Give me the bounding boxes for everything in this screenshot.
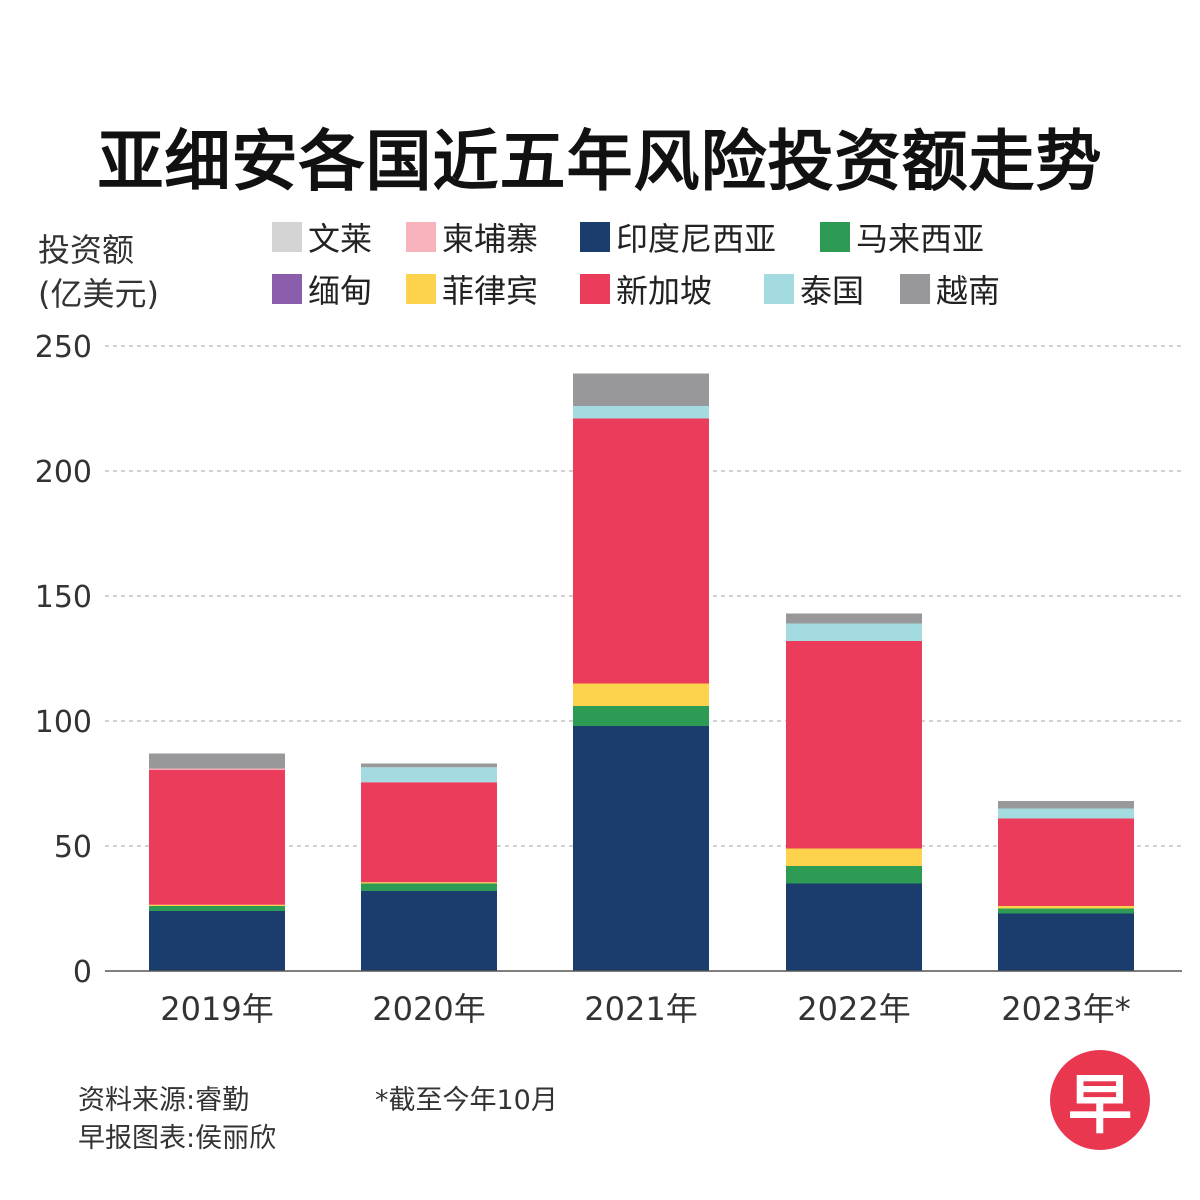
bar-segment — [786, 866, 922, 884]
x-category-label: 2020年 — [372, 990, 485, 1028]
bar-segment — [149, 768, 285, 770]
legend-label: 印度尼西亚 — [616, 220, 777, 258]
legend-item: 柬埔寨 — [406, 214, 538, 260]
legend-swatch — [272, 222, 302, 252]
legend-item: 马来西亚 — [820, 214, 984, 260]
bar-segment — [361, 782, 497, 883]
legend-item: 缅甸 — [272, 266, 372, 312]
legend-item: 新加坡 — [580, 266, 712, 312]
bar-segment — [786, 848, 922, 866]
bar-segment — [361, 763, 497, 768]
y-axis-label-line2: (亿美元) — [38, 275, 159, 313]
legend-item: 越南 — [900, 266, 1000, 312]
stacked-bar-chart: 0 50 100 150 200 250 2019年 2020年 2021年 2022年 2023年… — [35, 330, 1182, 1028]
bar-segment — [361, 883, 497, 891]
legend-label: 新加坡 — [616, 272, 713, 310]
legend-label: 马来西亚 — [856, 220, 985, 258]
y-tick-label: 50 — [54, 830, 92, 865]
footer-credits: 资料来源:睿勤 早报图表:侯丽欣 — [78, 1082, 276, 1158]
bar-segment — [998, 808, 1134, 819]
footnote: *截至今年10月 — [375, 1085, 558, 1116]
bar-segment — [998, 906, 1134, 909]
bar-segment — [573, 706, 709, 726]
legend-label: 菲律宾 — [442, 272, 539, 310]
legend-swatch — [820, 222, 850, 252]
bar-segment — [786, 623, 922, 641]
bar-segment — [149, 906, 285, 911]
bar-segment — [573, 683, 709, 706]
legend-label: 泰国 — [800, 272, 865, 310]
y-axis-label-line1: 投资额 — [38, 231, 135, 269]
bar-segment — [149, 769, 285, 905]
legend-swatch — [900, 274, 930, 304]
legend-swatch — [764, 274, 794, 304]
bar-segment — [998, 818, 1134, 906]
legend-item: 菲律宾 — [406, 266, 538, 312]
bar-segment — [998, 913, 1134, 971]
bar-segment — [998, 801, 1134, 809]
zaobao-logo: 早 — [1050, 1050, 1150, 1150]
legend-label: 文莱 — [308, 220, 373, 258]
legend-swatch — [272, 274, 302, 304]
bar-segment — [786, 641, 922, 849]
bar-segment — [573, 418, 709, 684]
bar-segment — [361, 882, 497, 884]
bar-segment — [573, 406, 709, 419]
bar-segment — [149, 753, 285, 769]
legend-label: 越南 — [936, 272, 1001, 310]
y-tick-label: 250 — [35, 330, 92, 365]
bar-segment — [573, 373, 709, 406]
bar-segment — [786, 613, 922, 624]
credit-text: 早报图表:侯丽欣 — [78, 1123, 277, 1154]
y-axis-unit: 投资额 (亿美元) — [38, 228, 159, 316]
chart-title: 亚细安各国近五年风险投资额走势 — [97, 123, 1103, 200]
y-tick-label: 150 — [35, 580, 92, 615]
legend-swatch — [406, 274, 436, 304]
legend-label: 缅甸 — [308, 272, 373, 310]
y-tick-label: 200 — [35, 455, 92, 490]
x-category-label: 2021年 — [584, 990, 697, 1028]
legend-swatch — [580, 274, 610, 304]
x-category-label: 2022年 — [797, 990, 910, 1028]
bar-segment — [998, 908, 1134, 914]
legend-item: 印度尼西亚 — [580, 214, 776, 260]
legend-swatch — [580, 222, 610, 252]
legend-swatch — [406, 222, 436, 252]
bar-segment — [361, 891, 497, 971]
legend-item: 文莱 — [272, 214, 372, 260]
bar-segment — [573, 726, 709, 971]
bar-segment — [361, 767, 497, 783]
x-category-label: 2023年* — [1001, 990, 1130, 1028]
bar-segment — [149, 904, 285, 906]
bar-segment — [149, 911, 285, 971]
source-text: 资料来源:睿勤 — [78, 1085, 250, 1116]
x-category-label: 2019年 — [160, 990, 273, 1028]
legend-item: 泰国 — [764, 266, 864, 312]
y-tick-label: 0 — [73, 955, 92, 990]
legend-label: 柬埔寨 — [442, 220, 539, 258]
bar-segment — [786, 883, 922, 971]
y-tick-label: 100 — [35, 705, 92, 740]
